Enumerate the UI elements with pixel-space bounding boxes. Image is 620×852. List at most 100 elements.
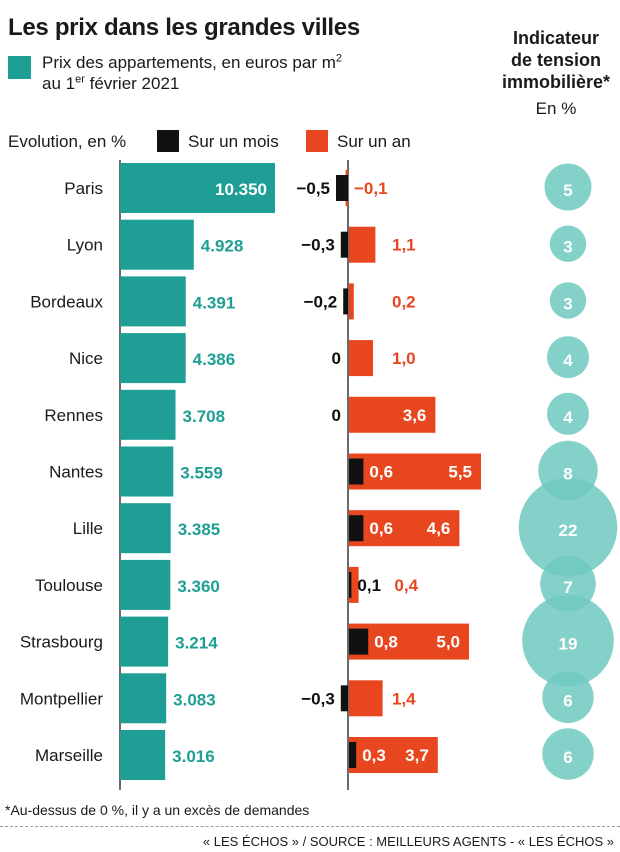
month-bar-8 — [349, 628, 369, 655]
year-label-1: 1,1 — [392, 236, 416, 255]
tension-title-line3: immobilière* — [501, 72, 611, 92]
month-bar-2 — [343, 288, 348, 315]
price-label-6: 3.385 — [178, 520, 221, 539]
price-label-7: 3.360 — [177, 577, 220, 596]
tension-label-0: 5 — [563, 181, 572, 200]
tension-indicator-unit: En % — [535, 99, 577, 118]
year-legend-label: Sur un an — [337, 132, 411, 151]
year-bar-9 — [349, 680, 383, 717]
month-label-6: 0,6 — [369, 519, 393, 538]
tension-bubble-9 — [542, 671, 594, 724]
month-bar-7 — [349, 571, 352, 598]
price-bar-3 — [120, 333, 186, 384]
month-bar-1 — [340, 231, 348, 258]
year-label-3: 1,0 — [392, 349, 416, 368]
tension-bubble-10 — [542, 728, 594, 780]
price-label-3: 4.386 — [193, 350, 236, 369]
price-label-8: 3.214 — [175, 634, 218, 653]
city-label-6: Lille — [73, 519, 103, 538]
price-label-5: 3.559 — [180, 464, 223, 483]
tension-indicator-title: Indicateur de tension immobilière* — [492, 27, 620, 93]
month-label-10: 0,3 — [362, 746, 386, 765]
price-label-2: 4.391 — [193, 293, 236, 312]
year-label-0: −0,1 — [354, 179, 388, 198]
city-prices-chart: Paris 10.350 −0,5 −0,1 5 Lyon 4.928 −0,3 1,1 3 Bor… — [20, 160, 618, 790]
footnote: *Au-dessus de 0 %, il y a un excès de de… — [5, 802, 310, 818]
month-label-8: 0,8 — [374, 633, 398, 652]
tension-title-line1: Indicateur — [512, 28, 600, 48]
month-label-3: 0 — [332, 349, 341, 368]
price-bar-7 — [120, 559, 171, 610]
year-bar-2 — [349, 283, 354, 320]
month-label-7: 0,1 — [357, 576, 381, 595]
city-label-9: Montpellier — [20, 689, 103, 708]
month-label-1: −0,3 — [301, 236, 335, 255]
year-label-10: 3,7 — [405, 746, 429, 765]
year-bar-4 — [349, 396, 436, 433]
year-bar-5 — [349, 453, 481, 490]
price-legend-date-sup: er — [75, 73, 85, 86]
price-bar-9 — [120, 673, 167, 724]
tension-label-8: 19 — [559, 635, 578, 654]
tension-label-2: 3 — [563, 294, 572, 313]
month-bar-0 — [336, 175, 348, 201]
year-label-6: 4,6 — [427, 519, 451, 538]
year-bar-1 — [349, 226, 376, 263]
year-bar-8 — [349, 623, 469, 660]
month-legend-swatch — [157, 130, 179, 152]
month-bar-5 — [349, 458, 364, 485]
price-bar-5 — [120, 446, 174, 497]
month-legend-label: Sur un mois — [188, 132, 279, 151]
year-label-4: 3,6 — [403, 406, 427, 425]
tension-bubble-2 — [549, 282, 587, 319]
tension-label-10: 6 — [563, 748, 572, 767]
tension-bubble-3 — [547, 336, 589, 379]
year-label-2: 0,2 — [392, 292, 416, 311]
city-label-1: Lyon — [67, 236, 103, 255]
month-label-2: −0,2 — [304, 292, 338, 311]
tension-bubble-0 — [544, 163, 592, 211]
tension-bubble-6 — [518, 477, 618, 577]
tension-label-9: 6 — [563, 691, 572, 710]
city-label-5: Nantes — [49, 463, 103, 482]
year-label-5: 5,5 — [448, 463, 472, 482]
month-label-9: −0,3 — [301, 689, 335, 708]
city-label-7: Toulouse — [35, 576, 103, 595]
price-label-1: 4.928 — [201, 237, 244, 256]
price-label-0: 10.350 — [215, 180, 267, 199]
year-legend-swatch — [306, 130, 328, 152]
city-label-3: Nice — [69, 349, 103, 368]
chart-title: Les prix dans les grandes villes — [8, 14, 360, 41]
tension-label-5: 8 — [563, 465, 572, 484]
price-legend-label: Prix des appartements, en euros par m — [42, 53, 336, 72]
footer-divider — [0, 826, 620, 827]
price-label-9: 3.083 — [173, 690, 216, 709]
year-bar-10 — [349, 737, 438, 773]
year-bar-3 — [349, 340, 373, 377]
tension-label-1: 3 — [563, 238, 572, 257]
tension-label-4: 4 — [563, 408, 573, 427]
tension-bubble-1 — [549, 225, 587, 262]
year-bar-6 — [349, 510, 460, 547]
city-label-2: Bordeaux — [30, 292, 103, 311]
city-label-4: Rennes — [44, 406, 103, 425]
tension-bubble-4 — [547, 392, 589, 435]
month-bar-9 — [340, 685, 348, 712]
price-bar-0 — [120, 163, 275, 213]
year-label-7: 0,4 — [394, 576, 418, 595]
price-legend-swatch — [8, 56, 31, 79]
year-label-9: 1,4 — [392, 689, 416, 708]
price-bar-4 — [120, 389, 176, 440]
price-label-4: 3.708 — [183, 407, 226, 426]
tension-bubble-8 — [522, 594, 614, 687]
price-bar-6 — [120, 503, 171, 554]
month-bar-6 — [349, 515, 364, 542]
source-credit: « LES ÉCHOS » / SOURCE : MEILLEURS AGENT… — [202, 834, 614, 849]
city-label-0: Paris — [64, 179, 103, 198]
price-legend-text: Prix des appartements, en euros par m2 a… — [42, 52, 342, 94]
month-label-5: 0,6 — [369, 463, 393, 482]
year-label-8: 5,0 — [436, 633, 460, 652]
price-bar-10 — [120, 730, 166, 780]
price-label-10: 3.016 — [172, 747, 215, 766]
price-legend-sup: 2 — [335, 52, 342, 65]
